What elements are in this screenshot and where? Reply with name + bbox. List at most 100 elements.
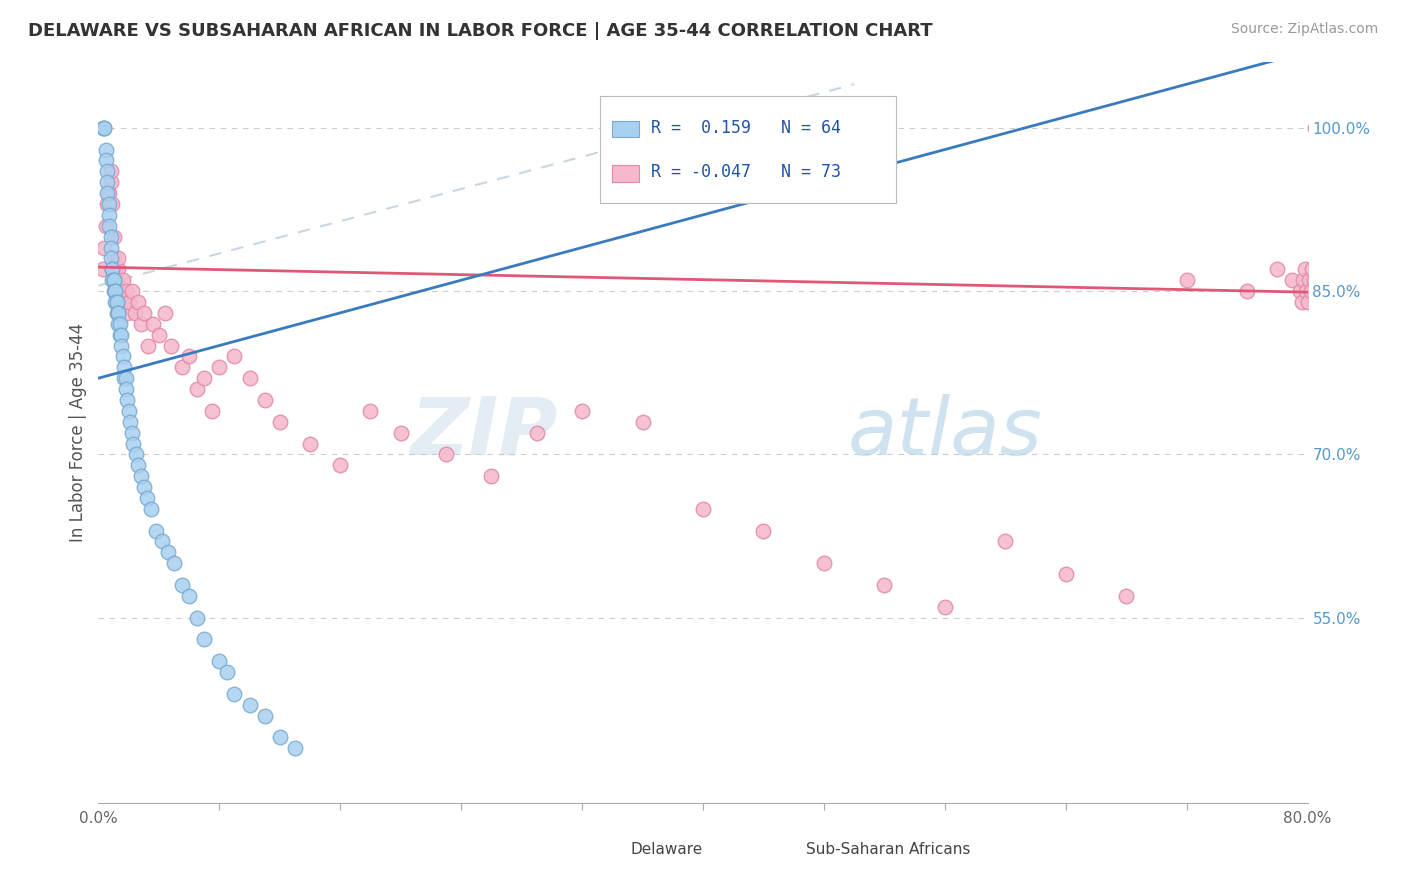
Point bbox=[107, 306, 129, 320]
Point bbox=[193, 371, 215, 385]
Point bbox=[96, 164, 118, 178]
Point bbox=[107, 252, 129, 266]
Text: Sub-Saharan Africans: Sub-Saharan Africans bbox=[806, 842, 970, 857]
Point bbox=[91, 262, 114, 277]
Point bbox=[105, 295, 128, 310]
Point bbox=[141, 501, 163, 516]
Point bbox=[269, 415, 291, 429]
Point bbox=[239, 698, 262, 712]
Point bbox=[115, 392, 138, 407]
Point bbox=[120, 415, 142, 429]
Point bbox=[360, 404, 382, 418]
Point bbox=[93, 120, 115, 135]
Point bbox=[179, 350, 201, 364]
Point bbox=[100, 175, 122, 189]
Point bbox=[135, 491, 157, 505]
Point bbox=[1302, 273, 1324, 287]
Point bbox=[101, 197, 124, 211]
Point bbox=[91, 120, 114, 135]
Point bbox=[224, 350, 246, 364]
Point bbox=[201, 404, 224, 418]
Point bbox=[156, 545, 179, 559]
Point bbox=[105, 306, 128, 320]
Point bbox=[142, 317, 165, 331]
Point bbox=[107, 306, 129, 320]
Point bbox=[121, 425, 143, 440]
Point bbox=[107, 317, 129, 331]
Point bbox=[111, 350, 134, 364]
Text: atlas: atlas bbox=[848, 393, 1043, 472]
Point bbox=[994, 534, 1017, 549]
Point bbox=[752, 524, 775, 538]
Point bbox=[526, 425, 548, 440]
Point bbox=[1303, 120, 1326, 135]
Point bbox=[96, 197, 118, 211]
Point bbox=[1296, 295, 1319, 310]
Point bbox=[98, 219, 121, 233]
Point bbox=[170, 360, 193, 375]
Point bbox=[104, 284, 127, 298]
Point bbox=[104, 262, 127, 277]
Point bbox=[208, 654, 231, 668]
Point bbox=[1115, 589, 1137, 603]
Point bbox=[150, 534, 173, 549]
Point bbox=[692, 501, 714, 516]
Point bbox=[105, 295, 128, 310]
Point bbox=[100, 241, 122, 255]
Point bbox=[108, 317, 131, 331]
Point bbox=[93, 241, 115, 255]
FancyBboxPatch shape bbox=[776, 844, 803, 860]
Point bbox=[93, 120, 115, 135]
Point bbox=[631, 415, 654, 429]
Point bbox=[103, 273, 125, 287]
Point bbox=[1292, 273, 1315, 287]
Point bbox=[208, 360, 231, 375]
FancyBboxPatch shape bbox=[600, 95, 897, 203]
Point bbox=[100, 252, 122, 266]
Point bbox=[253, 708, 276, 723]
Point bbox=[112, 295, 135, 310]
Point bbox=[1236, 284, 1258, 298]
Point bbox=[112, 360, 135, 375]
Point bbox=[94, 153, 117, 168]
Point bbox=[114, 284, 136, 298]
Point bbox=[125, 447, 148, 461]
Point bbox=[481, 469, 503, 483]
Point bbox=[153, 306, 176, 320]
Point bbox=[132, 306, 155, 320]
Point bbox=[110, 295, 132, 310]
Point bbox=[104, 284, 127, 298]
Point bbox=[96, 186, 118, 200]
Point bbox=[269, 731, 291, 745]
Point bbox=[1301, 262, 1323, 277]
Point bbox=[299, 436, 322, 450]
Point bbox=[127, 458, 149, 473]
Point bbox=[1267, 262, 1289, 277]
Point bbox=[103, 284, 125, 298]
Point bbox=[215, 665, 238, 680]
Point bbox=[105, 273, 128, 287]
Point bbox=[121, 284, 143, 298]
Point bbox=[1054, 567, 1077, 582]
Point bbox=[107, 262, 129, 277]
Point bbox=[101, 262, 124, 277]
Point bbox=[873, 578, 896, 592]
Point bbox=[132, 480, 155, 494]
Point bbox=[127, 295, 149, 310]
Point bbox=[118, 295, 141, 310]
Point bbox=[224, 687, 246, 701]
Point bbox=[434, 447, 457, 461]
Point bbox=[94, 143, 117, 157]
Point bbox=[179, 589, 201, 603]
Point bbox=[136, 338, 159, 352]
Point bbox=[145, 524, 167, 538]
Point bbox=[934, 599, 956, 614]
Point bbox=[571, 404, 593, 418]
Point bbox=[108, 284, 131, 298]
Point bbox=[129, 469, 152, 483]
Point bbox=[112, 371, 135, 385]
Point bbox=[114, 371, 136, 385]
Point bbox=[114, 382, 136, 396]
Point bbox=[124, 306, 146, 320]
Point bbox=[98, 197, 121, 211]
